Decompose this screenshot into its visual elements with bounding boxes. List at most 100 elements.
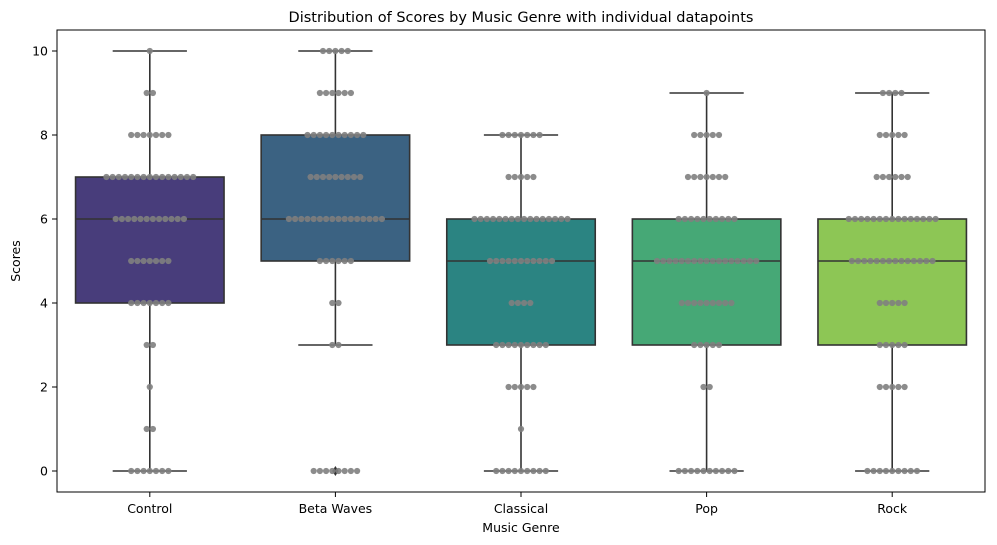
data-point: [684, 299, 692, 307]
data-point: [691, 257, 698, 265]
data-point: [675, 215, 682, 223]
data-point: [146, 47, 153, 55]
data-point: [496, 215, 503, 223]
data-point: [128, 467, 135, 475]
plot-area: 0 2 4 6 8 10 Control Beta Waves Classical Pop Rock: [32, 29, 986, 516]
data-point: [156, 215, 163, 223]
data-point: [524, 341, 531, 349]
data-point: [703, 131, 710, 139]
data-point: [876, 131, 883, 139]
data-point: [493, 467, 500, 475]
data-point: [514, 215, 522, 223]
data-point: [715, 341, 723, 349]
data-point: [310, 215, 317, 223]
data-point: [901, 131, 908, 139]
data-point: [140, 299, 147, 307]
data-point: [335, 215, 342, 223]
data-point: [143, 215, 150, 223]
data-point: [901, 383, 908, 391]
data-point: [725, 467, 732, 475]
data-point: [524, 257, 531, 265]
chart-title: Distribution of Scores by Music Genre wi…: [289, 10, 754, 26]
data-point: [920, 215, 927, 223]
data-point: [691, 299, 698, 307]
data-point: [149, 341, 156, 349]
data-point: [901, 341, 908, 349]
data-point: [137, 215, 144, 223]
data-point: [502, 215, 509, 223]
data-point: [159, 173, 166, 181]
data-point: [882, 467, 890, 475]
data-point: [719, 215, 726, 223]
data-point: [709, 257, 716, 265]
data-point: [115, 173, 122, 181]
data-point: [929, 257, 936, 265]
data-point: [332, 173, 339, 181]
data-point: [517, 173, 525, 181]
data-point: [845, 215, 852, 223]
data-point: [486, 257, 494, 265]
data-point: [870, 467, 877, 475]
data-point: [898, 89, 905, 97]
data-point: [511, 173, 518, 181]
data-point: [552, 215, 559, 223]
data-point: [329, 89, 336, 97]
data-point: [923, 257, 930, 265]
data-point: [715, 299, 723, 307]
y-tick-label: 10: [32, 44, 48, 59]
data-point: [505, 257, 512, 265]
data-point: [684, 257, 692, 265]
data-point: [511, 467, 518, 475]
data-point: [536, 131, 543, 139]
data-point: [109, 173, 116, 181]
data-point: [319, 47, 327, 55]
data-point: [347, 467, 354, 475]
data-point: [746, 257, 754, 265]
data-point: [168, 215, 175, 223]
data-point: [889, 131, 896, 139]
data-point: [344, 47, 351, 55]
data-point: [471, 215, 478, 223]
data-point: [898, 173, 905, 181]
data-point: [694, 215, 701, 223]
data-point: [728, 257, 735, 265]
data-point: [159, 257, 166, 265]
data-point: [709, 173, 716, 181]
data-point: [706, 467, 713, 475]
data-point: [511, 131, 518, 139]
data-point: [895, 383, 902, 391]
data-point: [715, 131, 723, 139]
data-point: [542, 467, 549, 475]
data-point: [285, 215, 292, 223]
data-point: [876, 467, 883, 475]
data-point: [307, 173, 314, 181]
data-point: [335, 89, 342, 97]
data-point: [895, 299, 902, 307]
data-point: [490, 215, 497, 223]
data-point: [672, 257, 679, 265]
data-point: [688, 215, 695, 223]
data-point: [691, 131, 698, 139]
data-point: [159, 467, 166, 475]
data-point: [904, 173, 911, 181]
data-point: [341, 131, 348, 139]
x-tick-label: Classical: [494, 501, 548, 516]
data-point: [103, 173, 110, 181]
data-point: [316, 467, 323, 475]
data-point: [524, 173, 531, 181]
data-point: [292, 215, 299, 223]
data-point: [731, 467, 738, 475]
data-point: [524, 383, 531, 391]
data-point: [728, 299, 735, 307]
data-point: [140, 467, 147, 475]
data-point: [882, 131, 890, 139]
data-point: [329, 215, 336, 223]
data-point: [149, 89, 156, 97]
data-point: [165, 257, 172, 265]
data-point: [709, 299, 716, 307]
data-point: [706, 383, 713, 391]
data-point: [335, 257, 342, 265]
data-point: [524, 131, 531, 139]
data-point: [323, 467, 330, 475]
data-point: [722, 173, 729, 181]
